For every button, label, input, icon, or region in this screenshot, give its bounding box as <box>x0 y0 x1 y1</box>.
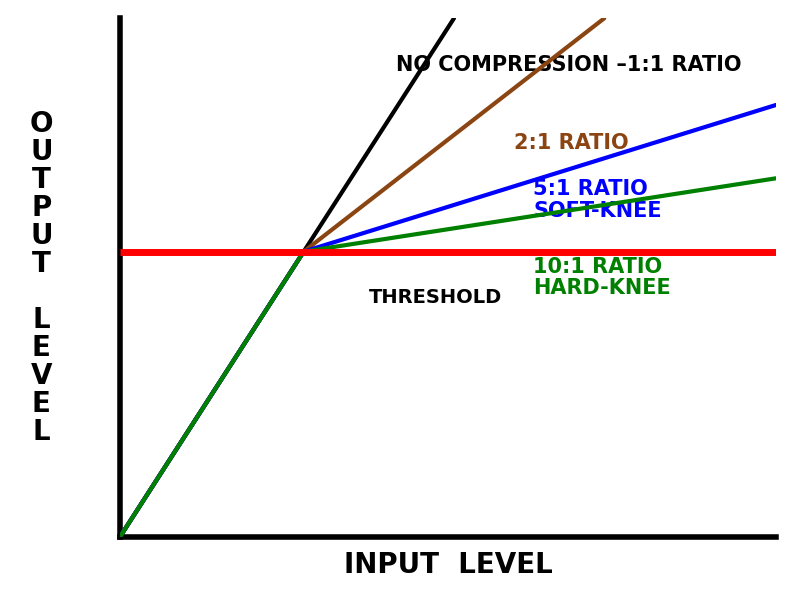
Text: O
U
T
P
U
T
 
L
E
V
E
L: O U T P U T L E V E L <box>30 110 53 445</box>
Text: NO COMPRESSION –1:1 RATIO: NO COMPRESSION –1:1 RATIO <box>395 55 741 75</box>
Text: THRESHOLD: THRESHOLD <box>370 288 502 307</box>
Text: 5:1 RATIO
SOFT-KNEE: 5:1 RATIO SOFT-KNEE <box>534 179 662 221</box>
Text: 2:1 RATIO: 2:1 RATIO <box>514 133 628 152</box>
Text: 10:1 RATIO
HARD-KNEE: 10:1 RATIO HARD-KNEE <box>534 257 671 298</box>
X-axis label: INPUT  LEVEL: INPUT LEVEL <box>344 551 552 579</box>
